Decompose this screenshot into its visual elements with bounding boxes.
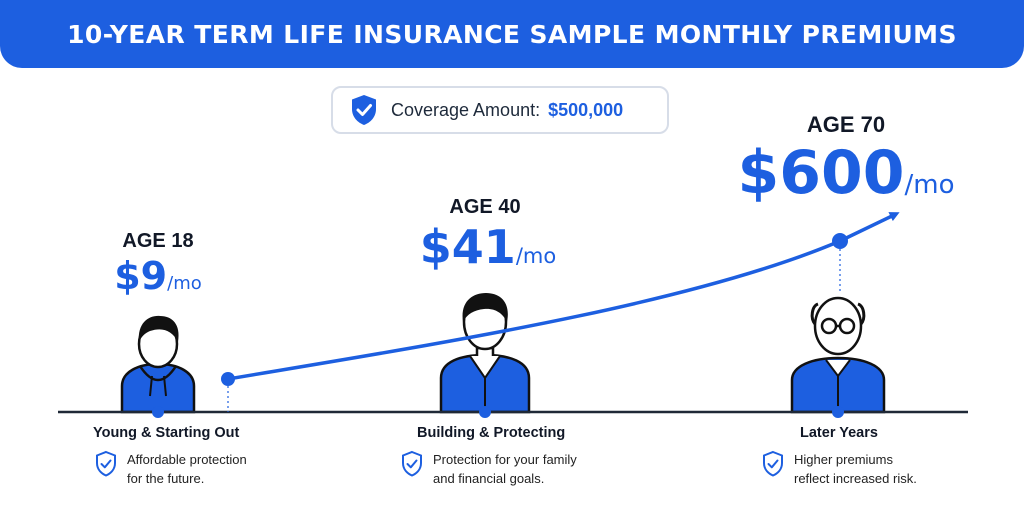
- stage-desc-line: and financial goals.: [433, 471, 545, 486]
- stage-title: Later Years: [800, 425, 878, 441]
- data-point: [832, 233, 848, 249]
- shield-check-icon: [763, 450, 783, 477]
- senior-person-icon: [790, 296, 886, 414]
- shield-check-icon: [402, 450, 422, 477]
- price-unit: /mo: [515, 244, 557, 268]
- young-person-icon: [120, 315, 196, 414]
- data-point: [221, 372, 235, 386]
- coverage-value: $500,000: [548, 99, 624, 120]
- price-label: $9/mo: [114, 254, 202, 298]
- stage-desc-line: for the future.: [127, 471, 205, 486]
- stage-description: Protection for your family and financial …: [401, 450, 577, 488]
- stage-desc-line: Higher premiums: [794, 452, 893, 467]
- coverage-badge: Coverage Amount: $500,000: [331, 86, 669, 134]
- coverage-label: Coverage Amount:: [391, 99, 541, 120]
- price-value: $9: [114, 254, 168, 298]
- price-unit: /mo: [167, 273, 202, 294]
- stage-desc-line: Affordable protection: [127, 452, 247, 467]
- trend-arrow: [839, 212, 900, 243]
- stage-desc-line: reflect increased risk.: [794, 471, 917, 486]
- title-banner: 10-YEAR TERM LIFE INSURANCE SAMPLE MONTH…: [0, 0, 1024, 68]
- premium-line: [226, 239, 842, 381]
- stage-description: Higher premiums reflect increased risk.: [762, 450, 917, 488]
- page-title: 10-YEAR TERM LIFE INSURANCE SAMPLE MONTH…: [67, 19, 957, 49]
- adult-person-icon: [439, 293, 531, 414]
- price-value: $41: [419, 220, 516, 274]
- price-label: $41/mo: [420, 220, 556, 274]
- price-value: $600: [737, 138, 905, 208]
- price-unit: /mo: [904, 170, 955, 200]
- baseline-marker: [479, 406, 491, 418]
- age-label: AGE 70: [806, 112, 886, 137]
- age-label: AGE 18: [122, 230, 194, 252]
- shield-check-icon: [96, 450, 116, 477]
- stage-description: Affordable protection for the future.: [95, 450, 247, 488]
- baseline-marker: [832, 406, 844, 418]
- shield-check-icon: [352, 95, 376, 125]
- stage-title: Young & Starting Out: [93, 425, 240, 441]
- price-label: $600/mo: [738, 138, 955, 208]
- age-label: AGE 40: [449, 196, 521, 218]
- stage-desc-line: Protection for your family: [433, 452, 577, 467]
- baseline-marker: [152, 406, 164, 418]
- stage-title: Building & Protecting: [417, 425, 566, 441]
